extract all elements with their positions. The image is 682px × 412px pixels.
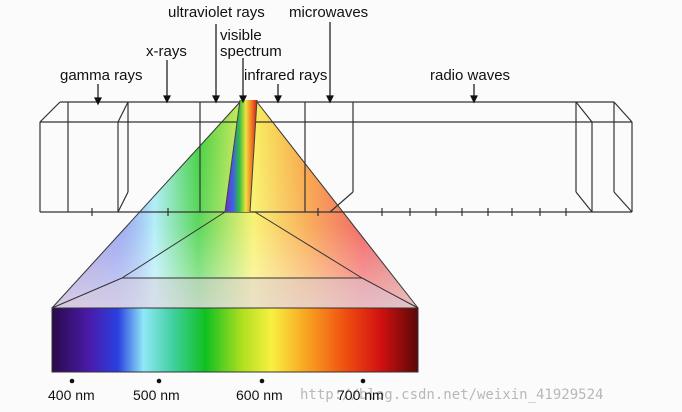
wavelength-label-600: 600 nm [236, 387, 283, 403]
x-rays-label: x-rays [146, 43, 187, 60]
spectrum-box [39, 101, 633, 213]
watermark-text: http://blog.csdn.net/weixin_41929524 [300, 387, 603, 403]
label-arrows [94, 22, 478, 106]
visible-label-line1: visible [220, 27, 262, 44]
wavelength-markers [69, 378, 366, 384]
gamma-rays-label: gamma rays [60, 67, 143, 84]
microwaves-label: microwaves [289, 4, 368, 21]
wavelength-label-500: 500 nm [133, 387, 180, 403]
wavelength-label-700: 700 nm [337, 387, 384, 403]
visible-beam [224, 99, 258, 213]
visible-label-line2: spectrum [220, 43, 282, 60]
infrared-rays-label: infrared rays [244, 67, 327, 84]
ultraviolet-rays-label: ultraviolet rays [168, 4, 265, 21]
wavelength-label-400: 400 nm [48, 387, 95, 403]
radio-waves-label: radio waves [430, 67, 510, 84]
visible-spectrum-bar [51, 307, 419, 373]
box-ticks [91, 208, 567, 216]
